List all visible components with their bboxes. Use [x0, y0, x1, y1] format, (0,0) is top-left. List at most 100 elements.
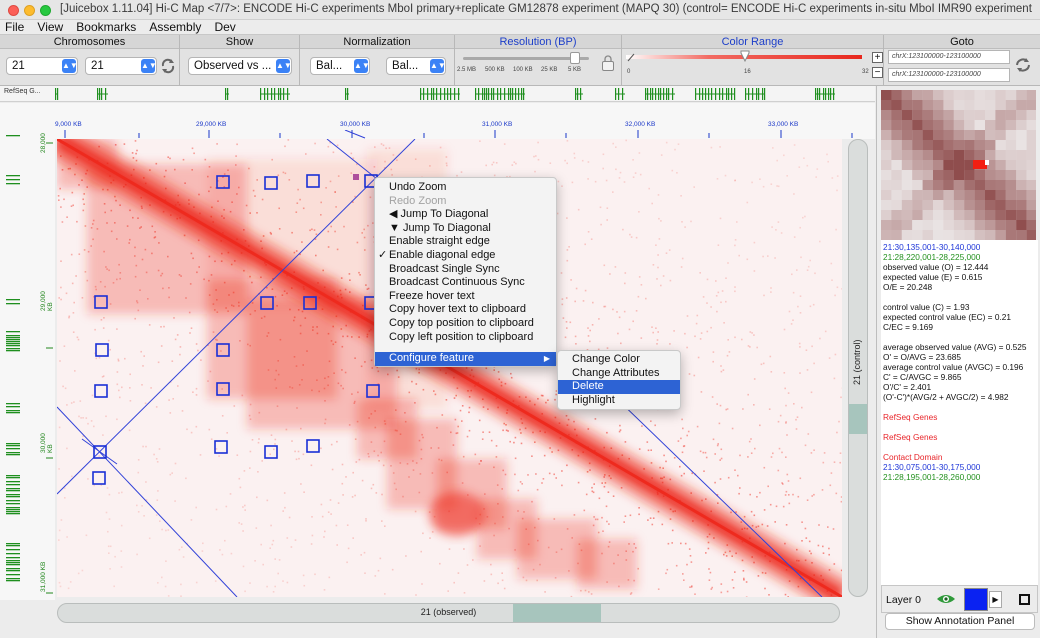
close-window-button[interactable]	[8, 5, 19, 16]
x-tick-label: 30,000 KB	[340, 121, 371, 128]
context-menu-item[interactable]: ▼ Jump To Diagonal	[375, 222, 556, 236]
context-menu-item[interactable]: Copy hover text to clipboard	[375, 303, 556, 317]
thumbnail-map[interactable]	[881, 90, 1036, 240]
info-line	[883, 442, 1036, 452]
info-line	[883, 422, 1036, 432]
menu-dev[interactable]: Dev	[214, 20, 236, 34]
color-range-minus-button[interactable]: −	[872, 67, 883, 78]
eye-icon[interactable]	[936, 593, 956, 605]
play-icon[interactable]: ▶	[989, 591, 1002, 608]
window-titlebar: [Juicebox 1.11.04] Hi-C Map <7/7>: ENCOD…	[0, 0, 1040, 20]
info-line: Contact Domain	[883, 452, 943, 462]
context-menu-item[interactable]: Copy left position to clipboard	[375, 331, 556, 345]
submenu-item[interactable]: Highlight	[572, 393, 615, 406]
x-tick-label: 31,000 KB	[482, 121, 513, 128]
resolution-tick: 25 KB	[541, 67, 558, 73]
horizontal-scrollbar[interactable]: 21 (observed)	[57, 603, 840, 623]
resolution-tick: 5 KB	[568, 67, 582, 73]
info-line: observed value (O) = 12.444	[883, 262, 989, 272]
color-range-mid: 16	[744, 69, 751, 75]
layer-color-swatch[interactable]	[964, 588, 988, 611]
refseq-gene-track[interactable]: RefSeq G...	[0, 86, 875, 102]
square-icon[interactable]	[1019, 594, 1030, 605]
info-line	[883, 332, 1036, 342]
refresh-chromosomes-icon[interactable]	[160, 57, 176, 75]
color-range-plus-button[interactable]: +	[872, 52, 883, 63]
hover-info-panel: 21:30,135,001-30,140,000 21:28,220,001-28…	[881, 240, 1038, 585]
context-menu-item-label: Enable straight edge	[389, 235, 490, 248]
context-menu-item[interactable]: Copy top position to clipboard	[375, 317, 556, 331]
resolution-tick: 100 KB	[513, 67, 533, 73]
context-menu-item-label: Broadcast Continuous Sync	[389, 276, 525, 289]
context-menu-item-label: Undo Zoom	[389, 181, 447, 193]
goto-title: Goto	[884, 35, 1040, 49]
context-menu-item[interactable]: Broadcast Continuous Sync	[375, 276, 556, 290]
show-annotation-panel-button[interactable]: Show Annotation Panel	[885, 613, 1035, 630]
normalization-2-select[interactable]: Bal... ▲▼	[386, 57, 446, 75]
info-line: RefSeq Genes	[883, 412, 938, 422]
chromosome-2-select[interactable]: 21 ▲▼	[85, 57, 157, 75]
context-menu-item[interactable]: Freeze hover text	[375, 290, 556, 304]
goto-field-2[interactable]: chrX:123100000-123100000	[888, 68, 1010, 82]
minimize-window-button[interactable]	[24, 5, 35, 16]
resolution-slider-thumb[interactable]	[570, 52, 580, 64]
info-line: 21:30,135,001-30,140,000	[883, 242, 981, 252]
y-tick-label: 31,000 KB	[40, 561, 47, 592]
context-menu-item-label: Copy top position to clipboard	[389, 316, 534, 329]
x-tick-label: 9,000 KB	[55, 121, 82, 128]
thumbnail-canvas[interactable]	[881, 90, 1036, 240]
vertical-scrollbar[interactable]: 21 (control)	[848, 139, 868, 597]
normalization-panel: Normalization Bal... ▲▼ Bal... ▲▼	[300, 35, 455, 86]
heatmap-canvas[interactable]	[57, 139, 842, 597]
submenu-item[interactable]: Delete	[558, 380, 680, 394]
track-label: RefSeq G...	[4, 88, 41, 95]
x-tick-label: 29,000 KB	[196, 121, 227, 128]
top-ruler: 9,000 KB 29,000 KB 30,000 KB 31,000 KB 3…	[55, 103, 875, 139]
vertical-scroll-thumb[interactable]	[849, 404, 867, 434]
color-range-thumb[interactable]	[740, 50, 750, 62]
info-line	[883, 292, 1036, 302]
left-ruler: 28,000 29,000 KB 30,000 KB	[0, 103, 55, 600]
resolution-slider-track[interactable]	[463, 57, 589, 60]
refresh-goto-icon[interactable]	[1014, 56, 1032, 74]
info-line: O/E = 20.248	[883, 282, 933, 292]
menu-file[interactable]: File	[5, 20, 25, 34]
menu-assembly[interactable]: Assembly	[149, 20, 202, 34]
goto-panel: Goto	[884, 35, 1040, 86]
display-mode-select[interactable]: Observed vs ... ▲▼	[188, 57, 292, 75]
context-menu-item-label: ◀ Jump To Diagonal	[389, 208, 489, 221]
left-gene-track	[6, 135, 53, 594]
gene-track-bars	[55, 88, 835, 100]
menu-bookmarks[interactable]: Bookmarks	[76, 20, 137, 34]
info-line: control value (C) = 1.93	[883, 302, 970, 312]
horizontal-scroll-label: 21 (observed)	[420, 607, 477, 617]
submenu-item[interactable]: Change Attributes	[572, 366, 660, 379]
color-range-min: 0	[627, 69, 631, 75]
x-tick-label: 32,000 KB	[625, 121, 656, 128]
zoom-window-button[interactable]	[40, 5, 51, 16]
chromosome-1-select[interactable]: 21 ▲▼	[6, 57, 78, 75]
info-line: expected value (E) = 0.615	[883, 272, 983, 282]
lock-icon[interactable]	[601, 54, 615, 72]
info-line: O'/C' = 2.401	[883, 382, 932, 392]
info-line: 21:28,220,001-28,225,000	[883, 252, 981, 262]
context-menu-item[interactable]: Redo Zoom	[375, 195, 556, 209]
context-menu-item-label: Copy left position to clipboard	[389, 330, 534, 343]
color-range-max: 32	[862, 69, 869, 75]
context-menu-item[interactable]: Enable straight edge	[375, 235, 556, 249]
goto-field-1[interactable]: chrX:123100000-123100000	[888, 50, 1010, 64]
normalization-1-select[interactable]: Bal... ▲▼	[310, 57, 370, 75]
context-menu-item[interactable]: Configure feature ▶	[375, 352, 556, 366]
context-menu-item[interactable]: Broadcast Single Sync	[375, 263, 556, 277]
context-menu-item-label: Configure feature	[389, 352, 474, 365]
normalization-1-value: Bal...	[316, 60, 343, 72]
horizontal-scroll-thumb[interactable]	[513, 604, 601, 622]
configure-feature-submenu: Change Color Change Attributes Delete Highl…	[557, 350, 681, 410]
submenu-item[interactable]: Change Color	[572, 353, 640, 365]
context-menu-item[interactable]: ✓ Enable diagonal edge	[375, 249, 556, 263]
context-menu-item[interactable]: Undo Zoom	[375, 181, 556, 195]
toolbar: Chromosomes 21 ▲▼ 21 ▲▼ Show Observed vs…	[0, 34, 1040, 86]
window-title: [Juicebox 1.11.04] Hi-C Map <7/7>: ENCOD…	[60, 3, 1032, 15]
menu-view[interactable]: View	[37, 20, 64, 34]
context-menu-item[interactable]: ◀ Jump To Diagonal	[375, 208, 556, 222]
